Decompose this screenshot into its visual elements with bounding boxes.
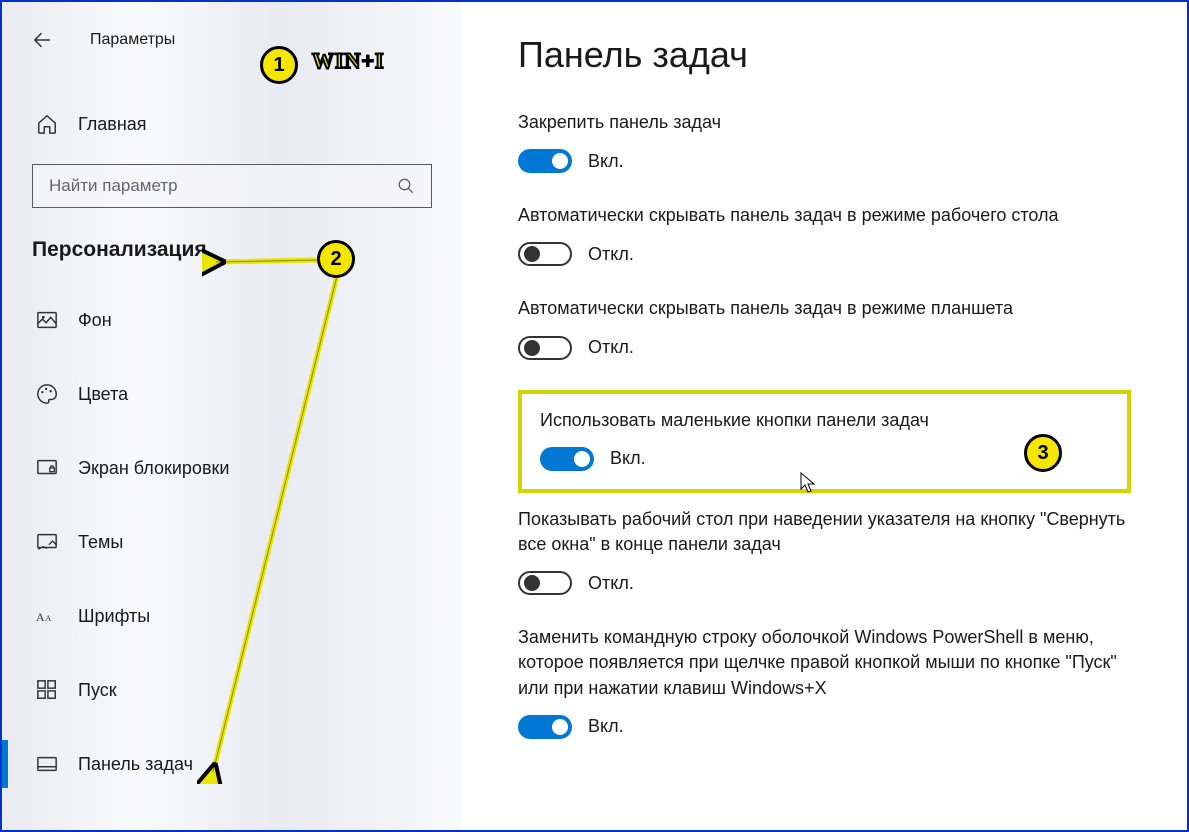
toggle-peek-desktop[interactable] — [518, 571, 572, 595]
sidebar-item-start[interactable]: Пуск — [2, 666, 462, 714]
sidebar-item-fonts[interactable]: AA Шрифты — [2, 592, 462, 640]
toggle-state: Вкл. — [610, 448, 646, 469]
toggle-state: Откл. — [588, 573, 634, 594]
sidebar-item-label: Шрифты — [78, 606, 150, 627]
sidebar-item-themes[interactable]: Темы — [2, 518, 462, 566]
sidebar-item-home[interactable]: Главная — [2, 104, 462, 144]
setting-powershell: Заменить командную строку оболочкой Wind… — [518, 625, 1131, 739]
setting-peek-desktop: Показывать рабочий стол при наведении ук… — [518, 507, 1131, 595]
cursor-icon — [800, 472, 818, 494]
toggle-lock-taskbar[interactable] — [518, 149, 572, 173]
toggle-powershell[interactable] — [518, 715, 572, 739]
annotation-badge-3: 3 — [1024, 434, 1062, 472]
header-title: Параметры — [90, 31, 175, 49]
toggle-autohide-tablet[interactable] — [518, 336, 572, 360]
annotation-badge-1: 1 — [260, 46, 298, 84]
toggle-autohide-desktop[interactable] — [518, 242, 572, 266]
arrow-left-icon — [31, 29, 53, 51]
main-content: Панель задач Закрепить панель задач Вкл.… — [462, 2, 1187, 830]
sidebar-item-background[interactable]: Фон — [2, 296, 462, 344]
search-box[interactable] — [32, 164, 432, 208]
sidebar-item-label: Пуск — [78, 680, 117, 701]
setting-label: Заменить командную строку оболочкой Wind… — [518, 625, 1131, 701]
sidebar-item-label: Экран блокировки — [78, 458, 229, 479]
annotation-shortcut-text: WIN+I — [312, 48, 385, 74]
sidebar-item-label: Темы — [78, 532, 123, 553]
setting-small-buttons: Использовать маленькие кнопки панели зад… — [540, 408, 1109, 471]
sidebar-item-taskbar[interactable]: Панель задач — [2, 740, 462, 788]
setting-label: Автоматически скрывать панель задач в ре… — [518, 296, 1131, 321]
category-title: Персонализация — [2, 238, 462, 262]
sidebar-item-label: Фон — [78, 310, 112, 331]
themes-icon — [36, 531, 58, 553]
setting-lock-taskbar: Закрепить панель задач Вкл. — [518, 110, 1131, 173]
toggle-state: Вкл. — [588, 151, 624, 172]
start-icon — [36, 679, 58, 701]
page-title: Панель задач — [518, 34, 1131, 76]
setting-autohide-desktop: Автоматически скрывать панель задач в ре… — [518, 203, 1131, 266]
sidebar-item-lockscreen[interactable]: Экран блокировки — [2, 444, 462, 492]
toggle-state: Вкл. — [588, 716, 624, 737]
settings-window: Параметры Главная Персонализация Фон — [0, 0, 1189, 832]
search-input[interactable] — [49, 176, 397, 196]
header-row: Параметры — [2, 20, 462, 60]
setting-autohide-tablet: Автоматически скрывать панель задач в ре… — [518, 296, 1131, 359]
search-icon — [397, 177, 415, 195]
sidebar-item-label: Цвета — [78, 384, 128, 405]
setting-label: Закрепить панель задач — [518, 110, 1131, 135]
toggle-state: Откл. — [588, 337, 634, 358]
annotation-badge-2: 2 — [317, 240, 355, 278]
sidebar-item-colors[interactable]: Цвета — [2, 370, 462, 418]
sidebar: Параметры Главная Персонализация Фон — [2, 2, 462, 830]
setting-label: Автоматически скрывать панель задач в ре… — [518, 203, 1131, 228]
back-button[interactable] — [30, 28, 54, 52]
toggle-small-buttons[interactable] — [540, 447, 594, 471]
sidebar-item-label: Панель задач — [78, 754, 193, 775]
svg-text:A: A — [36, 610, 45, 624]
setting-label: Показывать рабочий стол при наведении ук… — [518, 507, 1131, 557]
picture-icon — [36, 309, 58, 331]
svg-text:A: A — [45, 613, 52, 623]
lockscreen-icon — [36, 457, 58, 479]
home-icon — [36, 113, 58, 135]
nav-list: Фон Цвета Экран блокировки Темы — [2, 296, 462, 788]
home-label: Главная — [78, 114, 147, 135]
fonts-icon: AA — [36, 605, 58, 627]
palette-icon — [36, 383, 58, 405]
toggle-state: Откл. — [588, 244, 634, 265]
setting-label: Использовать маленькие кнопки панели зад… — [540, 408, 1109, 433]
taskbar-icon — [36, 753, 58, 775]
